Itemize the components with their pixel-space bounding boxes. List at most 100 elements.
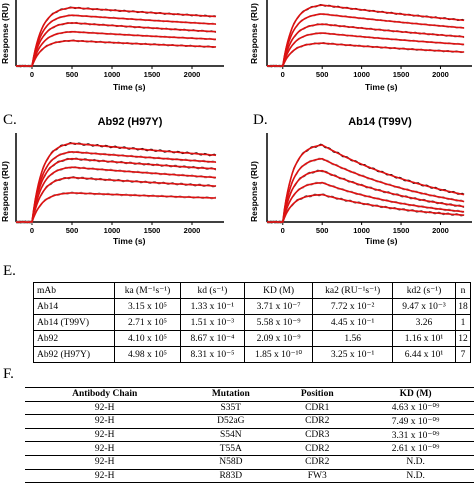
table-cell: 7.49 x 10⁻⁰⁹ xyxy=(357,414,474,429)
table-cell: 8.31 x 10⁻⁵ xyxy=(180,346,245,363)
panel-d-xlabel: Time (s) xyxy=(365,236,398,246)
table-e-letter: E. xyxy=(3,263,16,279)
fit-line xyxy=(267,181,465,223)
table-cell: T55A xyxy=(184,441,278,456)
panel-b-xlabel: Time (s) xyxy=(365,82,398,92)
data-trace xyxy=(266,23,465,68)
table-cell: 4.10 x 10⁵ xyxy=(113,330,182,347)
table-row: Ab92 4.10 x 10⁵ 8.67 x 10⁻⁴ 2.09 x 10⁻⁹ 1.56… xyxy=(33,330,471,347)
x-tick-label: 2000 xyxy=(184,226,201,235)
x-tick-label: 2000 xyxy=(432,70,449,79)
table-cell: Ab92 xyxy=(33,330,115,347)
x-tick-label: 1500 xyxy=(393,70,410,79)
data-trace xyxy=(15,30,217,68)
x-tick-label: 2000 xyxy=(184,70,201,79)
table-cell: 4.98 x 10⁵ xyxy=(113,346,182,363)
x-tick-label: 2000 xyxy=(432,226,449,235)
table-header-row: Antibody Chain Mutation Position KD (M) xyxy=(25,387,474,402)
table-cell: 1.56 xyxy=(312,330,393,347)
table-cell: 5.58 x 10⁻⁹ xyxy=(243,314,314,331)
table-cell: 1 xyxy=(455,314,471,331)
data-trace xyxy=(15,6,217,68)
table-cell: CDR2 xyxy=(277,414,358,429)
col-ka: ka (M⁻¹s⁻¹) xyxy=(113,282,182,299)
col-mab: mAb xyxy=(33,282,115,299)
fit-line xyxy=(16,157,217,223)
table-cell: 92-H xyxy=(25,414,185,429)
table-cell: R83D xyxy=(184,469,278,483)
table-cell: FW3 xyxy=(277,469,358,483)
table-cell: 92-H xyxy=(25,455,185,470)
panel-d-letter: D. xyxy=(253,112,268,128)
col-ka2: ka2 (RU⁻¹s⁻¹) xyxy=(312,282,393,299)
fit-line xyxy=(16,176,217,223)
table-cell: Ab14 xyxy=(33,298,115,315)
fit-line xyxy=(16,14,217,67)
table-row: Ab14 (T99V) 2.71 x 10⁵ 1.51 x 10⁻³ 5.58 x 1… xyxy=(33,314,471,331)
table-row: 92-H T55A CDR2 2.61 x 10⁻⁰⁹ xyxy=(25,441,474,456)
panel-c-letter: C. xyxy=(3,112,17,128)
table-cell: N.D. xyxy=(357,469,474,483)
table-cell: 3.15 x 10⁵ xyxy=(113,298,182,315)
table-cell: 8.67 x 10⁻⁴ xyxy=(180,330,245,347)
fit-line xyxy=(16,192,216,223)
table-cell: D52aG xyxy=(184,414,278,429)
table-cell: 12 xyxy=(455,330,471,347)
table-cell: 92-H xyxy=(25,401,185,416)
fit-line xyxy=(16,150,217,223)
fit-line xyxy=(16,6,217,67)
table-row: 92-H S35T CDR1 4.63 x 10⁻⁰⁹ xyxy=(25,401,474,416)
fit-line xyxy=(267,144,465,223)
table-cell: N.D. xyxy=(357,455,474,470)
data-trace xyxy=(266,3,465,68)
table-cell: CDR2 xyxy=(277,441,358,456)
panel-d-title: Ab14 (T99V) xyxy=(348,116,412,128)
col-KD: KD (M) xyxy=(243,282,314,299)
x-tick-label: 0 xyxy=(281,70,285,79)
table-f-letter: F. xyxy=(3,366,14,382)
table-row: 92-H R83D FW3 N.D. xyxy=(25,469,474,483)
table-cell: CDR3 xyxy=(277,428,358,443)
x-tick-label: 0 xyxy=(30,226,34,235)
col-mutation: Mutation xyxy=(184,387,278,402)
table-cell: 7 xyxy=(455,346,471,363)
table-cell: 1.33 x 10⁻¹ xyxy=(180,298,245,315)
x-tick-label: 1000 xyxy=(104,70,121,79)
fit-line xyxy=(267,23,465,67)
table-cell: N58D xyxy=(184,455,278,470)
panel-a-xlabel: Time (s) xyxy=(113,82,146,92)
x-tick-label: 500 xyxy=(316,226,329,235)
panel-c-xlabel: Time (s) xyxy=(113,236,146,246)
data-trace xyxy=(15,21,217,68)
table-cell: 2.61 x 10⁻⁰⁹ xyxy=(357,441,474,456)
table-cell: 3.71 x 10⁻⁷ xyxy=(243,298,314,315)
table-cell: 3.26 xyxy=(391,314,457,331)
table-header-row: mAb ka (M⁻¹s⁻¹) kd (s⁻¹) KD (M) ka2 (RU⁻… xyxy=(33,282,471,299)
table-cell: 92-H xyxy=(25,441,185,456)
table-cell: 92-H xyxy=(25,428,185,443)
fit-line xyxy=(267,42,465,67)
table-cell: CDR1 xyxy=(277,401,358,416)
x-tick-label: 0 xyxy=(281,226,285,235)
fit-line xyxy=(16,166,217,223)
table-cell: 3.31 x 10⁻⁰⁹ xyxy=(357,428,474,443)
panel-c-title: Ab92 (H97Y) xyxy=(97,116,163,128)
fit-line xyxy=(267,32,465,67)
data-trace xyxy=(15,39,217,68)
fit-line xyxy=(267,13,465,67)
mutation-table: Antibody Chain Mutation Position KD (M) … xyxy=(25,387,474,483)
fit-line xyxy=(16,30,216,67)
x-tick-label: 1500 xyxy=(393,226,410,235)
table-cell: S54N xyxy=(184,428,278,443)
table-cell: 18 xyxy=(455,298,471,315)
table-cell: 2.71 x 10⁵ xyxy=(113,314,182,331)
table-cell: 9.47 x 10⁻³ xyxy=(391,298,457,315)
table-row: 92-H N58D CDR2 N.D. xyxy=(25,455,474,470)
table-cell: Ab14 (T99V) xyxy=(33,314,115,331)
table-cell: 6.44 x 10¹ xyxy=(391,346,457,363)
table-row: 92-H S54N CDR3 3.31 x 10⁻⁰⁹ xyxy=(25,428,474,443)
table-row: Ab92 (H97Y) 4.98 x 10⁵ 8.31 x 10⁻⁵ 1.85 x 1… xyxy=(33,346,471,363)
table-cell: 92-H xyxy=(25,469,185,483)
table-row: Ab14 3.15 x 10⁵ 1.33 x 10⁻¹ 3.71 x 10⁻⁷ 7.72… xyxy=(33,298,471,315)
fit-line xyxy=(267,4,465,67)
